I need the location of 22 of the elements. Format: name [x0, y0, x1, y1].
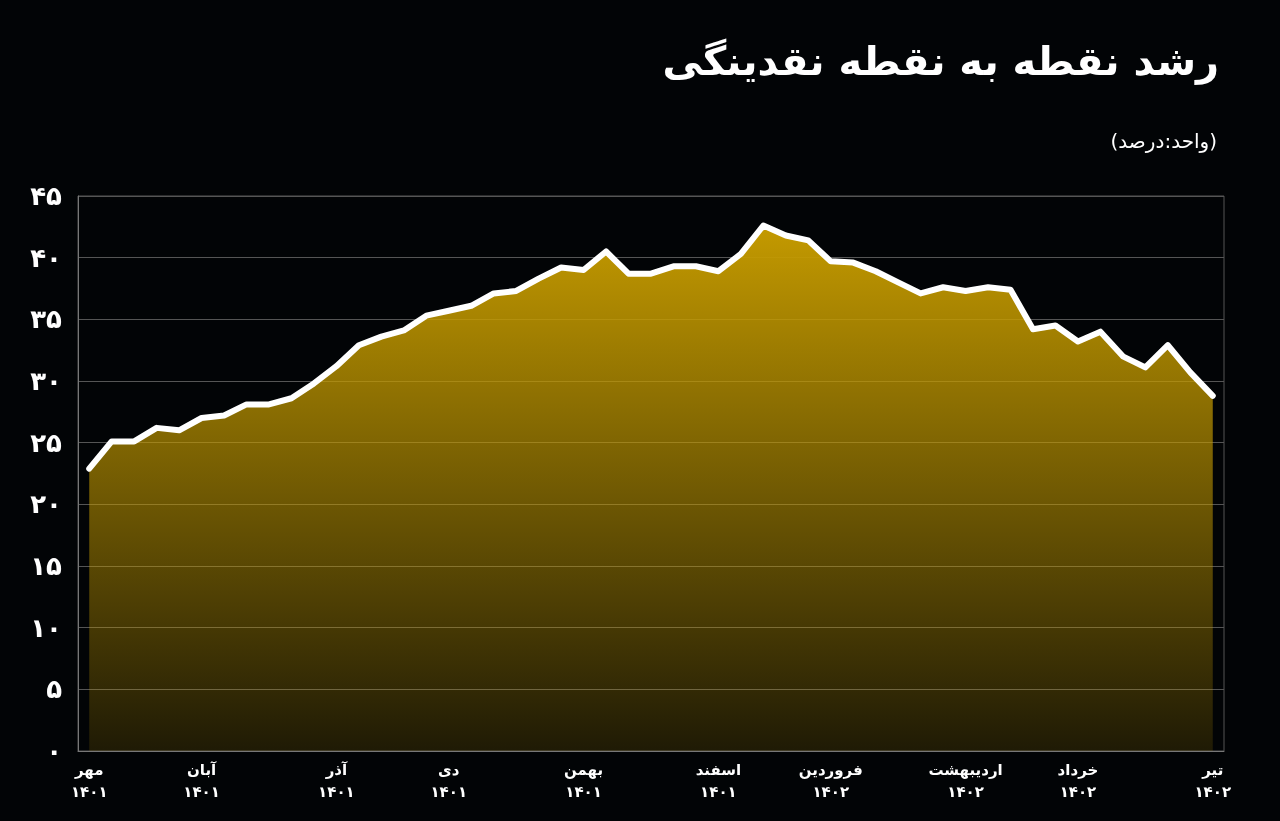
- x-tick-label: دی ۱۴۰۱: [430, 761, 468, 801]
- y-tick-label: ۰: [46, 736, 62, 766]
- y-tick-label: ۴۰: [30, 242, 62, 273]
- y-tick-label: ۴۵: [30, 181, 63, 211]
- chart-title: رشد نقطه به نقطه نقدینگی: [662, 38, 1220, 85]
- x-tick-label: اردیبهشت ۱۴۰۲: [928, 761, 1003, 801]
- y-tick-label: ۲۵: [30, 427, 63, 458]
- chart-subtitle: (واحد:درصد): [1110, 129, 1218, 153]
- y-tick-label: ۱۰: [30, 612, 62, 643]
- y-tick-label: ۲۰: [30, 489, 62, 520]
- y-tick-label: ۳۵: [30, 304, 63, 335]
- y-tick-label: ۳۰: [30, 366, 62, 396]
- y-tick-label: ۵: [46, 674, 63, 705]
- x-tick-label: آذر ۱۴۰۱: [318, 761, 355, 801]
- x-tick-label: خرداد ۱۴۰۲: [1057, 761, 1099, 801]
- x-tick-label: مهر ۱۴۰۱: [70, 761, 108, 801]
- x-tick-label: تیر ۱۴۰۲: [1194, 761, 1232, 801]
- y-tick-label: ۱۵: [30, 551, 63, 581]
- x-tick-label: فروردین ۱۴۰۲: [798, 761, 863, 801]
- x-tick-label: اسفند ۱۴۰۱: [695, 761, 742, 801]
- x-tick-label: آبان ۱۴۰۱: [183, 761, 220, 801]
- x-tick-label: بهمن ۱۴۰۱: [564, 761, 604, 801]
